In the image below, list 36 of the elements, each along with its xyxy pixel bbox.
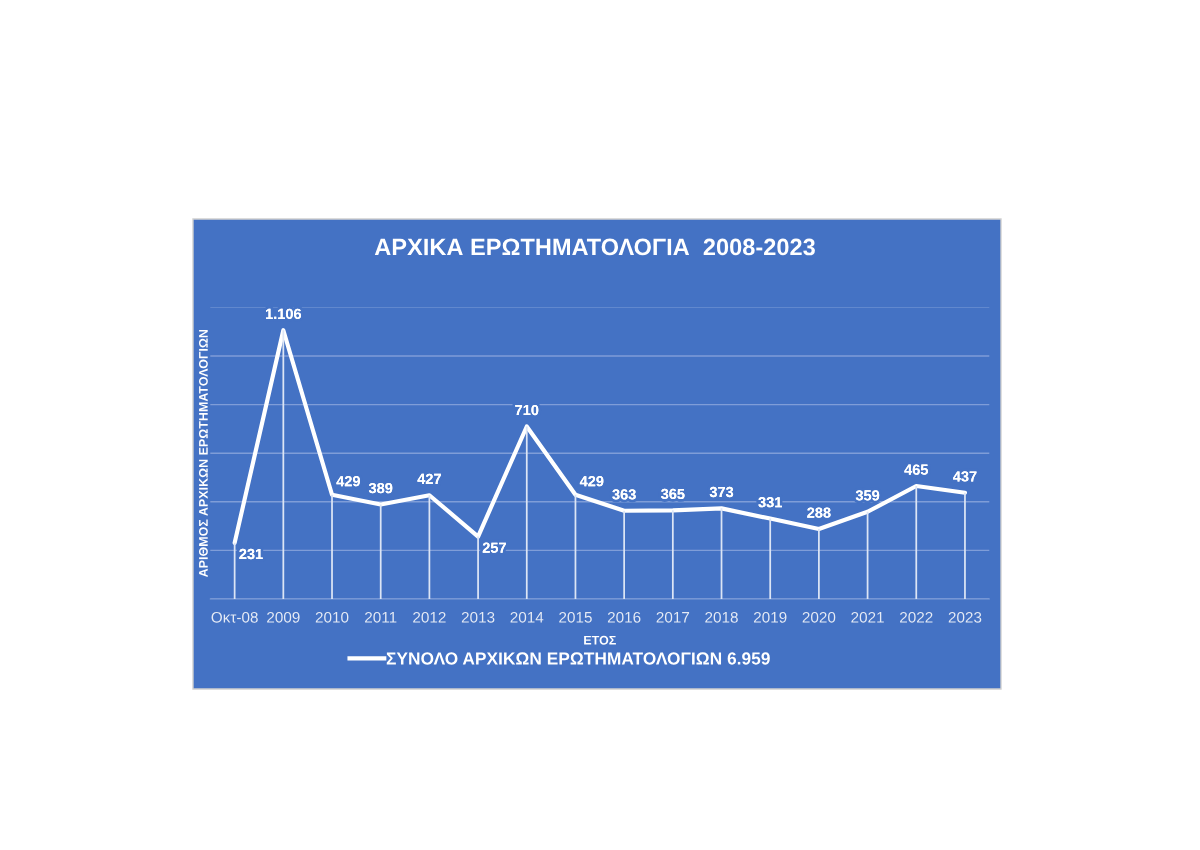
legend-label: ΣΥΝΟΛΟ ΑΡΧΙΚΩΝ ΕΡΩΤΗΜΑΤΟΛΟΓΙΩΝ 6.959 [386,652,770,665]
data-label: 427 [417,473,441,484]
data-label: 389 [368,482,393,494]
x-tick-label: 2016 [607,611,641,623]
data-label: 257 [482,542,506,553]
x-tick-label: 2015 [559,611,592,623]
x-tick-label: 2014 [510,611,544,623]
data-label: 429 [336,475,360,487]
data-label: 710 [515,404,539,416]
x-tick-label: 2018 [705,611,738,623]
data-label: 373 [709,486,734,498]
x-tick-label: 2020 [802,611,836,623]
x-tick-label: 2021 [851,611,884,623]
data-label: 288 [807,507,831,518]
x-tick-label: 2022 [900,611,933,623]
x-axis-title: ΕΤΟΣ [584,635,616,645]
data-label: 363 [612,489,636,500]
data-label: 437 [953,471,977,482]
data-label: 231 [239,548,263,560]
x-tick-label: Οκτ-08 [211,611,258,623]
data-label: 1.106 [266,308,302,320]
x-tick-label: 2009 [267,611,300,623]
x-tick-label: 2013 [461,611,495,623]
x-tick-label: 2019 [753,611,787,623]
y-axis-title: ΑΡΙΘΜΟΣ ΑΡΧΙΚΩΝ ΕΡΩΤΗΜΑΤΟΛΟΓΙΩΝ [198,329,208,578]
x-tick-label: 2011 [365,611,397,623]
x-tick-label: 2017 [656,611,690,623]
x-tick-label: 2023 [948,611,982,623]
chart-title: ΑΡΧΙΚΑ ΕΡΩΤΗΜΑΤΟΛΟΓΙΑ 2008-2023 [374,238,815,256]
data-label: 465 [904,464,929,475]
data-label: 429 [579,475,604,487]
data-label: 365 [661,488,685,500]
data-label: 331 [758,497,782,508]
data-label: 359 [855,490,880,501]
x-tick-label: 2012 [413,611,446,623]
x-tick-label: 2010 [315,611,349,623]
